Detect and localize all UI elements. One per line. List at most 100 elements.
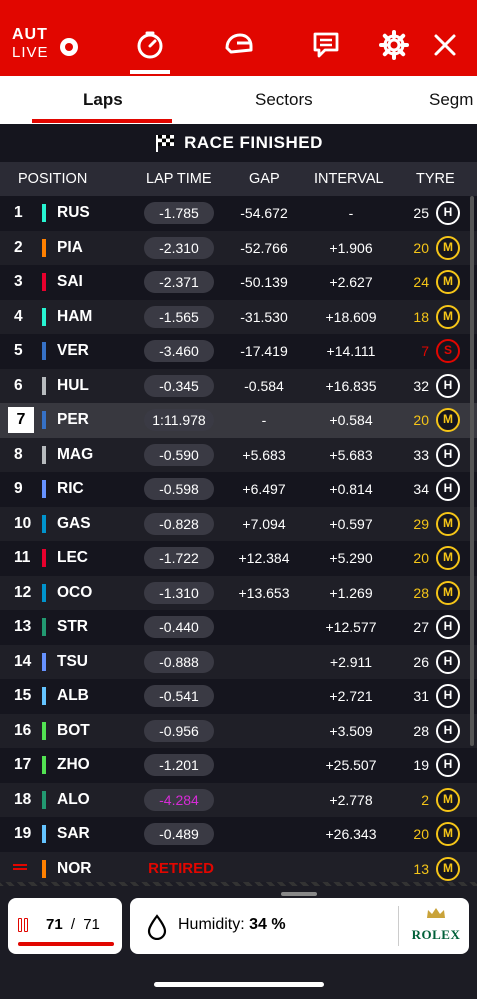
table-row[interactable]: 13 STR -0.440 +12.577 27 H — [0, 610, 477, 645]
tyre-compound-icon: M — [436, 822, 460, 846]
driver-code: ALO — [57, 790, 90, 808]
home-indicator[interactable] — [154, 982, 324, 987]
team-color-bar — [42, 790, 46, 809]
interval-value: +14.111 — [326, 343, 376, 359]
table-row[interactable]: 16 BOT -0.956 +3.509 28 H — [0, 713, 477, 748]
interval-value: +2.627 — [329, 274, 373, 290]
lap-time: -0.598 — [144, 478, 214, 500]
tab-laps[interactable]: Laps — [83, 90, 123, 109]
chat-icon[interactable] — [309, 28, 343, 62]
gap-value: -54.672 — [240, 205, 288, 221]
tyre-compound-icon: M — [436, 546, 460, 570]
tyre-laps: 2 — [421, 791, 429, 808]
table-header: POSITION LAP TIME GAP INTERVAL TYRE — [0, 162, 477, 196]
table-row[interactable]: 9 RIC -0.598 +6.497 +0.814 34 H — [0, 472, 477, 507]
table-row[interactable]: 18 ALO -4.284 +2.778 2 M — [0, 782, 477, 817]
team-color-bar — [42, 687, 46, 705]
tyre-compound-icon: H — [436, 442, 460, 467]
driver-code: ZHO — [57, 756, 90, 773]
tyre-laps: 28 — [413, 584, 429, 601]
driver-code: HUL — [57, 376, 89, 394]
tyre-laps: 34 — [413, 481, 429, 497]
tyre-laps: 25 — [413, 205, 429, 221]
table-row[interactable]: 8 MAG -0.590 +5.683 +5.683 33 H — [0, 437, 477, 472]
column-position[interactable]: POSITION — [18, 171, 88, 187]
helmet-icon[interactable] — [221, 28, 255, 62]
table-row[interactable]: 2 PIA -2.310 -52.766 +1.906 20 M — [0, 230, 477, 265]
table-row[interactable]: 15 ALB -0.541 +2.721 31 H — [0, 679, 477, 714]
lap-counter-card[interactable]: 71 / 71 — [8, 898, 122, 954]
interval-value: +18.609 — [325, 308, 377, 325]
tyre-laps: 20 — [413, 412, 429, 428]
team-color-bar — [42, 514, 46, 533]
row-position: 18 — [14, 790, 32, 808]
team-color-bar — [42, 342, 46, 360]
table-row[interactable]: 10 GAS -0.828 +7.094 +0.597 29 M — [0, 506, 477, 541]
table-row[interactable]: 4 HAM -1.565 -31.530 +18.609 18 M — [0, 299, 477, 334]
tyre-compound-icon: H — [436, 753, 460, 777]
column-tyre[interactable]: TYRE — [416, 171, 455, 187]
column-interval[interactable]: INTERVAL — [314, 171, 384, 187]
gap-value: +6.497 — [242, 481, 286, 497]
close-icon[interactable] — [428, 28, 462, 62]
team-color-bar — [42, 411, 46, 429]
table-row[interactable]: 12 OCO -1.310 +13.653 +1.269 28 M — [0, 575, 477, 610]
gap-value: -17.419 — [240, 343, 288, 359]
tyre-compound-icon: H — [436, 201, 460, 225]
column-lap-time[interactable]: LAP TIME — [146, 171, 212, 187]
humidity-label: Humidity: — [178, 916, 245, 933]
tyre-compound-icon: M — [436, 408, 460, 432]
tyre-compound-icon: M — [436, 270, 460, 294]
table-row[interactable]: 14 TSU -0.888 +2.911 26 H — [0, 644, 477, 679]
gap-value: +12.384 — [238, 550, 290, 566]
timer-icon[interactable] — [133, 28, 167, 62]
sponsor-logo: ROLEX — [408, 906, 464, 943]
table-row[interactable]: NOR RETIRED 13 M — [0, 851, 477, 886]
tab-active-underline — [32, 119, 172, 123]
tyre-laps: 31 — [413, 688, 429, 704]
gear-icon[interactable] — [377, 28, 411, 62]
lap-time: -0.440 — [144, 616, 214, 638]
lap-counter: 71 / 71 — [46, 916, 100, 933]
table-row[interactable]: 11 LEC -1.722 +12.384 +5.290 20 M — [0, 541, 477, 576]
scrollbar[interactable] — [470, 196, 474, 746]
interval-value: +1.269 — [329, 584, 373, 601]
interval-value: +26.343 — [325, 826, 377, 842]
interval-value: +0.584 — [329, 412, 373, 428]
interval-value: +12.577 — [325, 619, 377, 635]
tab-segments[interactable]: Segm — [429, 90, 474, 109]
tyre-laps: 18 — [413, 308, 429, 325]
lap-time: -0.590 — [144, 443, 214, 466]
race-progress-bar — [18, 942, 114, 946]
tab-sectors[interactable]: Sectors — [255, 90, 313, 109]
column-gap[interactable]: GAP — [249, 171, 280, 187]
tyre-laps: 20 — [413, 826, 429, 842]
live-indicator: AUT LIVE — [12, 26, 49, 62]
drag-handle[interactable] — [281, 892, 317, 896]
lap-time: -0.956 — [144, 719, 214, 742]
tyre-compound-icon: H — [436, 373, 460, 398]
checkered-flag-icon — [156, 135, 175, 152]
gap-value: +5.683 — [242, 446, 286, 463]
tyre-laps: 24 — [413, 274, 429, 290]
table-row[interactable]: 3 SAI -2.371 -50.139 +2.627 24 M — [0, 265, 477, 300]
row-position: 5 — [14, 342, 23, 359]
tyre-laps: 33 — [413, 446, 429, 463]
table-row[interactable]: 7 PER 1:11.978 - +0.584 20 M — [0, 403, 477, 438]
table-row[interactable]: 5 VER -3.460 -17.419 +14.111 7 S — [0, 334, 477, 369]
total-laps: 71 — [83, 916, 100, 933]
table-row[interactable]: 1 RUS -1.785 -54.672 - 25 H — [0, 196, 477, 231]
weather-card[interactable]: Humidity: 34 % ROLEX — [130, 898, 469, 954]
table-row[interactable]: 17 ZHO -1.201 +25.507 19 H — [0, 748, 477, 783]
row-position: 9 — [14, 480, 23, 497]
retired-label: RETIRED — [148, 859, 214, 877]
tyre-compound-icon: M — [436, 787, 460, 812]
table-row[interactable]: 19 SAR -0.489 +26.343 20 M — [0, 817, 477, 852]
row-position: 2 — [14, 238, 23, 256]
row-position: 3 — [14, 273, 23, 290]
live-label: LIVE — [12, 44, 49, 61]
driver-code: RUS — [57, 204, 90, 221]
team-color-bar — [42, 859, 46, 878]
driver-code: NOR — [57, 859, 92, 877]
table-row[interactable]: 6 HUL -0.345 -0.584 +16.835 32 H — [0, 368, 477, 403]
